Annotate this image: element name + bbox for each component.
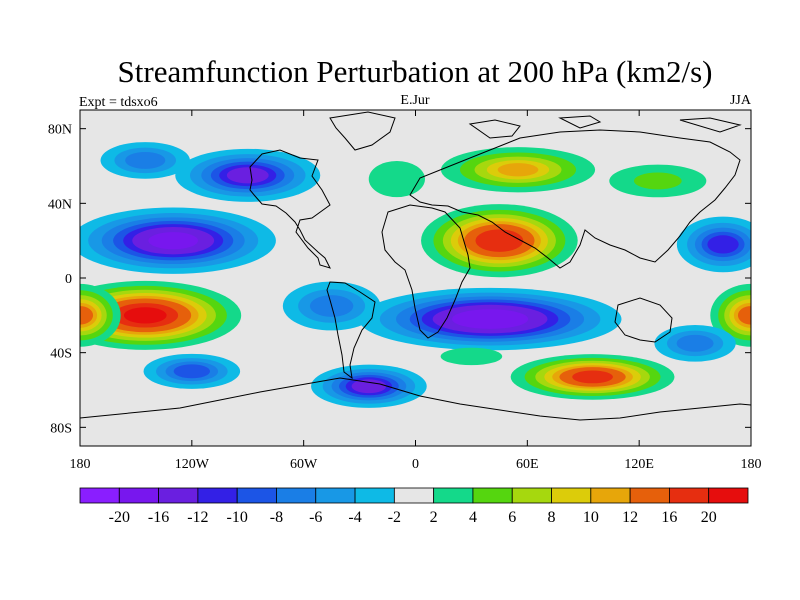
contour-band (123, 307, 167, 324)
colorbar-label: 20 (701, 509, 717, 526)
coast-australia (614, 297, 673, 343)
anomaly-low-11 (358, 287, 622, 351)
anomaly-high-4 (421, 204, 578, 278)
colorbar-box (79, 487, 120, 504)
coast-eurasia (409, 129, 741, 269)
anomaly-low-2 (100, 142, 190, 179)
colorbar-box (354, 487, 395, 504)
contour-band (440, 347, 503, 366)
coastlines (80, 111, 751, 421)
coast-greenland (329, 111, 396, 151)
x-tick-label: 180 (741, 457, 762, 472)
y-tick-label: 40N (48, 197, 72, 212)
colorbar-label: -12 (187, 509, 208, 526)
y-tick-label: 80S (50, 421, 72, 436)
coast-africa (381, 204, 471, 339)
colorbar-label: -8 (270, 509, 283, 526)
anomaly-high-16 (510, 354, 675, 400)
anomaly-low-1 (80, 207, 276, 274)
colorbar-box (433, 487, 474, 504)
contour-field (80, 110, 751, 446)
contour-band (80, 306, 94, 325)
contour-band (351, 379, 387, 394)
colorbar-box (197, 487, 238, 504)
colorbar-box (551, 487, 592, 504)
subtitle-season: JJA (730, 93, 752, 108)
colorbar-label: -10 (227, 509, 248, 526)
coast-south-america (326, 281, 376, 380)
colorbar-box (315, 487, 356, 504)
colorbar-label: 8 (548, 509, 556, 526)
contour-band (572, 370, 613, 384)
subtitle-region: E.Jur (400, 93, 430, 108)
anomaly-low-12 (654, 325, 736, 362)
anomaly-high-7 (609, 164, 707, 198)
colorbar-box (393, 487, 435, 504)
colorbar-box (708, 487, 749, 504)
x-tick-label: 0 (412, 457, 419, 472)
coast-antarctica (80, 377, 751, 421)
anomaly-high-17 (440, 347, 503, 366)
y-tick-label: 0 (65, 272, 72, 287)
x-axis: 180 120W 60W 0 60E 120E 180 (70, 110, 762, 472)
colorbar-label: -16 (148, 509, 169, 526)
contour-band (707, 235, 739, 254)
contour-band (368, 160, 425, 198)
contour-band (173, 364, 211, 379)
anomaly-low-0 (175, 148, 321, 202)
colorbar-box (669, 487, 710, 504)
anomaly-high-5 (440, 147, 596, 193)
colorbar-label: -6 (309, 509, 322, 526)
contour-band (497, 163, 539, 177)
contour-band (633, 172, 682, 190)
colorbar-label: 2 (430, 509, 438, 526)
colorbar-label: 12 (622, 509, 638, 526)
contour-band (676, 334, 714, 352)
coast-arctic-islands (468, 115, 742, 139)
x-tick-label: 180 (70, 457, 91, 472)
contour-band (148, 232, 198, 250)
chart-title: Streamfunction Perturbation at 200 hPa (… (118, 54, 713, 89)
anomaly-low-15 (311, 364, 427, 408)
x-tick-label: 60E (516, 457, 539, 472)
colorbar-box (158, 487, 199, 504)
anomaly-high-8 (80, 280, 242, 350)
colorbar-label: -20 (109, 509, 130, 526)
colorbar-label: -2 (388, 509, 401, 526)
y-tick-label: 40S (50, 347, 72, 362)
x-tick-label: 60W (290, 457, 318, 472)
colorbar-box (472, 487, 513, 504)
anomaly-high-6 (368, 160, 425, 198)
y-axis: 80N 40N 0 40S 80S (48, 123, 751, 436)
colorbar-box (590, 487, 631, 504)
y-tick-label: 80N (48, 123, 72, 138)
colorbar-label: 10 (583, 509, 599, 526)
colorbar-box (118, 487, 159, 504)
colorbar-box (276, 487, 317, 504)
colorbar-box (511, 487, 552, 504)
contour-band (737, 306, 751, 325)
colorbar-box (629, 487, 670, 504)
map-panel: 180 120W 60W 0 60E 120E 180 80N 40N 0 40S 80S (48, 109, 762, 472)
colorbar: -20 -16 -12 -10 -8 -6 -4 -2 2 4 6 8 10 12 16 20 (79, 487, 749, 526)
contour-band (226, 167, 269, 184)
colorbar-label: 6 (508, 509, 516, 526)
colorbar-box (236, 487, 277, 504)
colorbar-label: -4 (348, 509, 361, 526)
coast-north-america (249, 149, 331, 269)
colorbar-label: 4 (469, 509, 477, 526)
anomaly-low-14 (143, 353, 241, 389)
contour-band (452, 309, 529, 329)
anomaly-low-3 (676, 216, 751, 273)
x-tick-label: 120E (624, 457, 654, 472)
anomaly-high-9 (710, 283, 751, 347)
subtitle-experiment: Expt = tdsxo6 (79, 95, 158, 110)
contour-band (475, 229, 524, 252)
contour-band (125, 151, 166, 169)
colorbar-label: 16 (661, 509, 677, 526)
anomaly-high-10 (80, 283, 121, 347)
x-tick-label: 120W (175, 457, 210, 472)
